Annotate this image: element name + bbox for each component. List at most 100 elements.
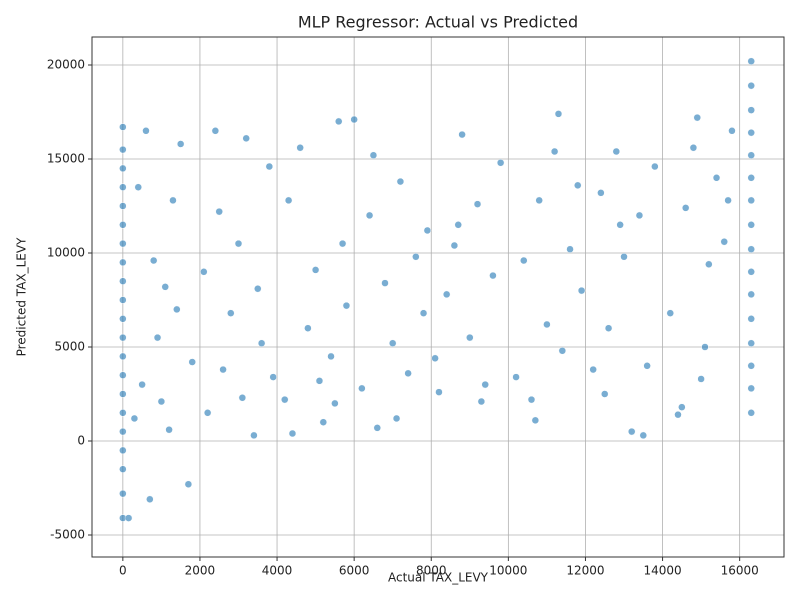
- point: [597, 189, 605, 197]
- point: [119, 352, 127, 361]
- point: [327, 352, 335, 361]
- point: [392, 414, 401, 423]
- point: [331, 399, 339, 408]
- point: [188, 358, 196, 366]
- point: [566, 245, 574, 253]
- point: [319, 418, 328, 426]
- point: [396, 177, 405, 186]
- grid: [92, 37, 784, 557]
- point: [234, 239, 243, 248]
- point: [173, 305, 181, 314]
- point: [119, 409, 127, 417]
- point: [747, 409, 755, 417]
- point: [435, 388, 443, 396]
- point: [119, 489, 127, 498]
- x-tick-label: 8000: [416, 564, 447, 578]
- point: [442, 290, 451, 299]
- point: [238, 394, 247, 402]
- point: [412, 253, 420, 261]
- point: [747, 221, 755, 229]
- point: [215, 207, 223, 216]
- point: [211, 127, 220, 135]
- point: [454, 221, 462, 229]
- point: [512, 373, 520, 381]
- point: [620, 253, 628, 261]
- point: [589, 365, 597, 374]
- point: [149, 256, 158, 265]
- x-tick-label: 12000: [566, 564, 604, 578]
- point: [678, 403, 686, 411]
- point: [747, 384, 755, 393]
- point: [431, 354, 439, 363]
- y-tick-label: 0: [77, 434, 85, 448]
- x-tick-label: 2000: [185, 564, 216, 578]
- point: [119, 183, 127, 191]
- point: [728, 127, 736, 135]
- point: [350, 115, 358, 124]
- point: [161, 283, 169, 291]
- point: [666, 309, 675, 317]
- x-tick-label: 0: [119, 564, 127, 578]
- point: [674, 410, 682, 419]
- point: [381, 279, 389, 287]
- point: [747, 174, 755, 182]
- point: [697, 375, 705, 383]
- x-tick-label: 10000: [489, 564, 527, 578]
- point: [242, 134, 250, 143]
- point: [184, 480, 193, 488]
- point: [720, 237, 728, 246]
- point: [681, 204, 690, 212]
- x-axis-label: Actual TAX_LEVY: [388, 571, 489, 585]
- point: [423, 226, 432, 235]
- point: [338, 239, 347, 248]
- point: [373, 424, 382, 432]
- point: [119, 145, 127, 154]
- point: [701, 343, 709, 351]
- point: [142, 127, 150, 135]
- y-tick-label: 20000: [47, 58, 85, 72]
- point: [458, 130, 466, 139]
- point: [265, 162, 274, 171]
- x-tick-label: 6000: [339, 564, 370, 578]
- plot-frame: [91, 36, 785, 558]
- point: [747, 151, 755, 160]
- point: [747, 57, 755, 66]
- point: [747, 268, 755, 276]
- point: [747, 106, 755, 114]
- point: [612, 147, 621, 156]
- point: [119, 239, 127, 248]
- point: [724, 196, 732, 205]
- point: [639, 431, 648, 440]
- point: [747, 290, 755, 299]
- point: [466, 333, 474, 342]
- point: [496, 159, 505, 167]
- point: [747, 245, 755, 253]
- point: [693, 113, 702, 122]
- point: [535, 196, 543, 205]
- point: [388, 339, 397, 347]
- point: [747, 128, 755, 137]
- point: [176, 140, 185, 148]
- point: [296, 143, 304, 152]
- x-tick-label: 14000: [643, 564, 681, 578]
- point: [119, 221, 127, 229]
- point: [146, 495, 154, 504]
- point: [554, 110, 563, 118]
- point: [254, 284, 262, 293]
- point: [257, 339, 266, 347]
- point: [643, 362, 651, 370]
- point: [288, 429, 297, 438]
- point: [119, 465, 127, 473]
- point: [705, 260, 713, 269]
- point: [269, 373, 277, 381]
- point: [527, 395, 536, 404]
- point: [543, 320, 551, 329]
- point: [119, 371, 127, 379]
- point: [689, 143, 698, 152]
- point: [304, 324, 312, 332]
- point: [520, 256, 528, 265]
- point: [119, 164, 127, 173]
- point: [119, 390, 127, 398]
- point: [281, 395, 289, 404]
